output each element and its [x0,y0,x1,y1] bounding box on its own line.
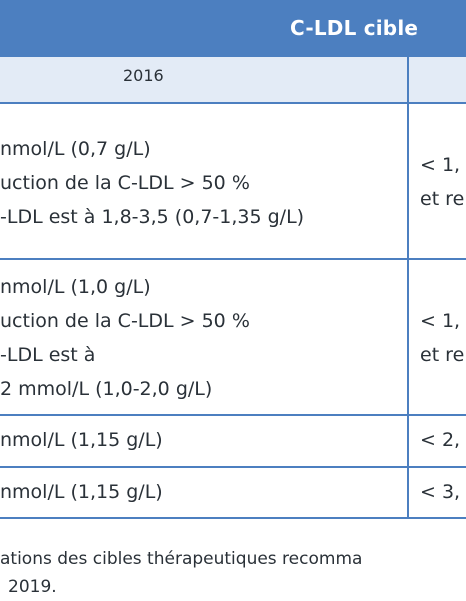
table-row-2-left: nmol/L (1,0 g/L) uction de la C-LDL > 50… [0,270,250,406]
cell-line: < 1, [420,310,461,332]
table-row-3-left: nmol/L (1,15 g/L) [0,423,163,457]
table-title-band: C-LDL cible [0,0,466,57]
cell-line: < 2, [420,429,461,451]
row-divider [0,102,466,104]
table-row-3-right: < 2, [420,423,460,457]
cell-line: nmol/L (1,15 g/L) [0,429,163,451]
cell-line: et re [420,344,465,366]
column-subheader [0,57,466,102]
caption-line: 2019. [8,577,57,597]
row-divider [0,414,466,416]
table-row-2-right: < 1, et re [420,304,464,372]
column-header-2016: 2016 [123,66,164,85]
column-divider [407,57,409,519]
table-title: C-LDL cible [290,16,419,40]
cell-line: uction de la C-LDL > 50 % [0,172,250,194]
caption-line: ations des cibles thérapeutiques recomma [0,549,363,569]
cell-line: -LDL est à 1,8-3,5 (0,7-1,35 g/L) [0,206,305,228]
table-row-4-left: nmol/L (1,15 g/L) [0,475,163,509]
table-row-1-left: nmol/L (0,7 g/L) uction de la C-LDL > 50… [0,132,304,234]
table-caption: ations des cibles thérapeutiques recomma… [0,545,362,601]
cell-line: uction de la C-LDL > 50 % [0,310,250,332]
table-row-1-right: < 1, et re [420,148,464,216]
cell-line: nmol/L (1,15 g/L) [0,481,163,503]
cell-line: nmol/L (1,0 g/L) [0,276,151,298]
cell-line: nmol/L (0,7 g/L) [0,138,151,160]
cell-line: -LDL est à [0,344,96,366]
table-bottom-border [0,517,466,519]
row-divider [0,258,466,260]
cell-line: et re [420,188,465,210]
cell-line: 2 mmol/L (1,0-2,0 g/L) [0,378,213,400]
cell-line: < 1, [420,154,461,176]
table-row-4-right: < 3, [420,475,460,509]
row-divider [0,466,466,468]
cell-line: < 3, [420,481,461,503]
